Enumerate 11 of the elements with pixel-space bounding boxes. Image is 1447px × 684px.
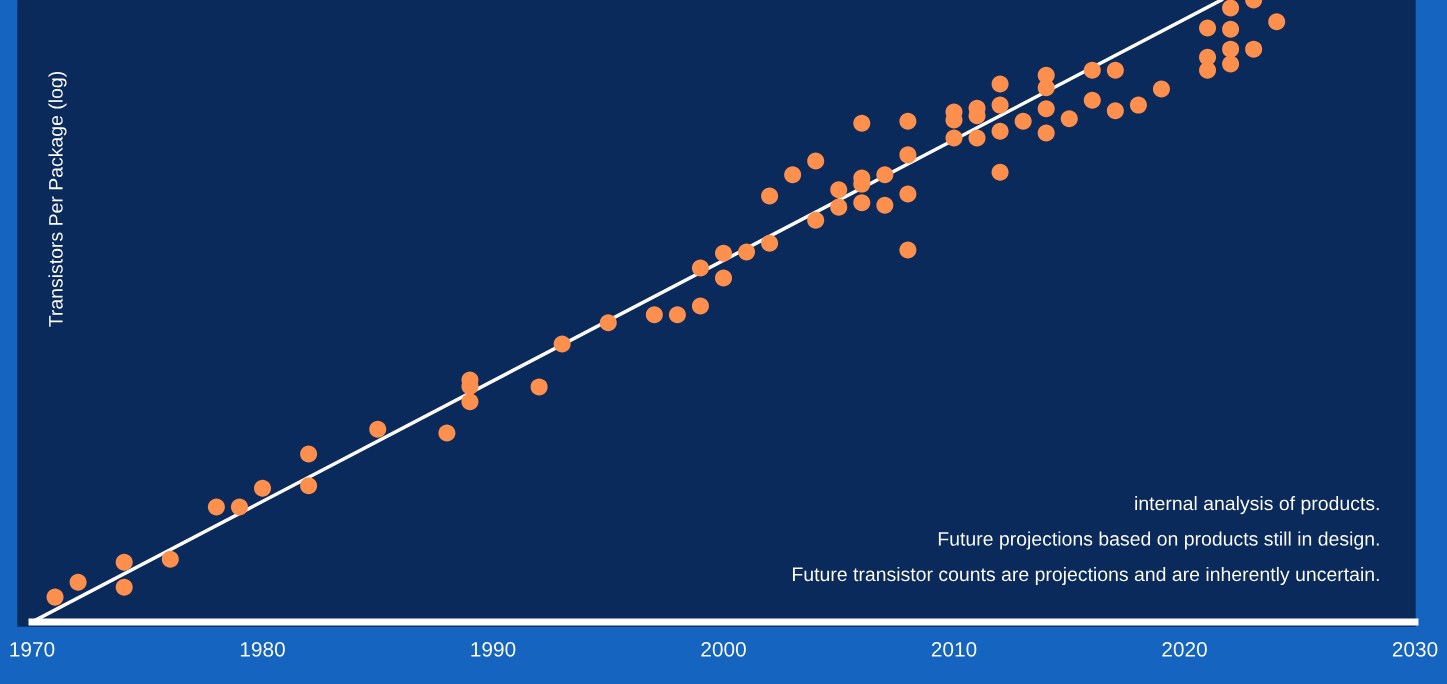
x-tick-label: 2010 xyxy=(931,641,977,657)
x-tick-label: 2000 xyxy=(701,641,746,657)
x-tick-label: 2030 xyxy=(1392,641,1438,657)
annotation: internal analysis of products. xyxy=(1135,496,1379,515)
x-tick-label: 2020 xyxy=(1162,641,1207,657)
x-tick-label: 1980 xyxy=(240,641,285,657)
x-tick-label: 1970 xyxy=(10,641,55,657)
annotation: Future transistor counts are projections and are inherently uncertain. xyxy=(793,566,1379,586)
x-tick-label: 1990 xyxy=(471,641,516,657)
y-axis-title: Transistors Per Package (log) xyxy=(48,72,67,327)
annotation: Future projections based on products still in design. xyxy=(938,531,1379,550)
